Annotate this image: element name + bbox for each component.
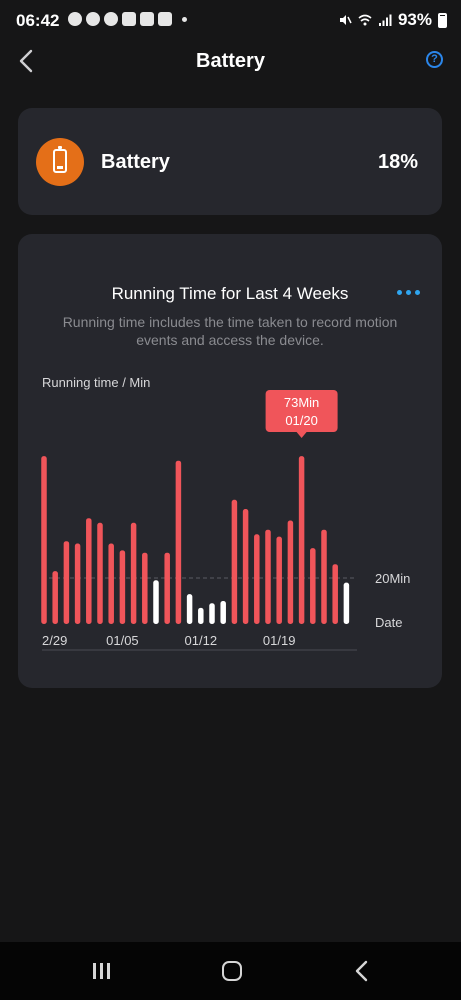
x-tick-label: 01/19 <box>263 633 296 648</box>
x-tick-label: 2/29 <box>42 633 67 648</box>
home-icon[interactable] <box>222 961 242 981</box>
help-icon[interactable]: ? <box>426 51 443 68</box>
notification-icons <box>68 12 187 26</box>
x-axis-label: Date <box>375 615 402 630</box>
tooltip-value: 73Min <box>284 395 319 410</box>
more-dots-icon[interactable] <box>397 290 420 295</box>
chart-bar <box>209 603 215 624</box>
battery-label: Battery <box>101 151 170 173</box>
chart-bar <box>142 552 148 624</box>
threshold-label: 20Min <box>375 571 410 586</box>
chart-bar <box>74 543 81 624</box>
chart-bar <box>63 541 70 624</box>
chart-bar <box>198 607 204 624</box>
chart-bar <box>97 522 103 624</box>
chart-bar <box>164 552 170 624</box>
chart-bar <box>265 529 271 624</box>
chart-bar <box>52 571 58 624</box>
battery-icon <box>36 138 84 186</box>
chat-icon <box>68 12 82 26</box>
chevron-left-icon[interactable] <box>14 48 40 74</box>
chart-bar <box>332 564 338 624</box>
chart-subtitle: Running time includes the time taken to … <box>62 314 398 348</box>
running-time-card: Running Time for Last 4 Weeks Running ti… <box>18 234 442 688</box>
chart-title: Running Time for Last 4 Weeks <box>111 284 349 303</box>
chart-bar <box>108 543 114 624</box>
chart-bar <box>242 509 249 624</box>
pinwheel-icon <box>104 12 118 26</box>
status-time: 06:42 <box>16 11 60 30</box>
back-icon[interactable] <box>352 960 372 982</box>
tooltip-pointer <box>296 432 307 438</box>
chart-bar <box>254 534 260 624</box>
status-bar: 06:42 93% <box>0 0 461 42</box>
cell-signal-icon <box>378 14 392 26</box>
chart-bar <box>343 582 350 624</box>
chart-bar <box>175 460 182 624</box>
chart-bar <box>231 499 238 624</box>
chart-bar <box>298 456 305 624</box>
running-time-chart: 20Min Date 2/29 01/05 01/12 01/19 73Min 01/20 <box>41 390 410 651</box>
chart-bar <box>130 522 137 624</box>
chart-bar <box>153 580 159 624</box>
status-right: 93% <box>338 10 447 30</box>
status-battery-percent: 93% <box>397 10 432 29</box>
x-tick-label: 01/12 <box>185 633 218 648</box>
tooltip-date: 01/20 <box>285 413 318 428</box>
navigation-bar <box>0 942 461 1000</box>
wifi-icon <box>358 14 372 26</box>
x-tick-label: 01/05 <box>106 633 139 648</box>
chart-bar <box>41 456 47 624</box>
recents-icon[interactable] <box>93 963 113 979</box>
header: Battery ? <box>0 42 461 82</box>
page-title: Battery <box>196 50 265 72</box>
chart-bar <box>310 548 316 624</box>
chart-bar <box>276 536 282 624</box>
app-e-icon <box>140 12 154 26</box>
chart-bar <box>119 550 126 624</box>
signal-app-icon <box>86 12 100 26</box>
tooltip-box <box>265 390 338 432</box>
battery-card: Battery 18% <box>18 108 442 215</box>
dot-icon <box>182 16 187 22</box>
battery-icon <box>438 12 447 28</box>
chart-bar <box>220 601 226 624</box>
mute-icon <box>339 15 352 25</box>
battery-percent: 18% <box>377 151 418 173</box>
chart-bar <box>287 520 294 624</box>
chart-bar <box>186 594 193 624</box>
y-axis-label: Running time / Min <box>42 375 151 390</box>
chart-bar <box>321 529 327 624</box>
ebay-icon <box>122 12 136 26</box>
chart-bar <box>86 518 92 624</box>
app-e-icon <box>158 12 172 26</box>
